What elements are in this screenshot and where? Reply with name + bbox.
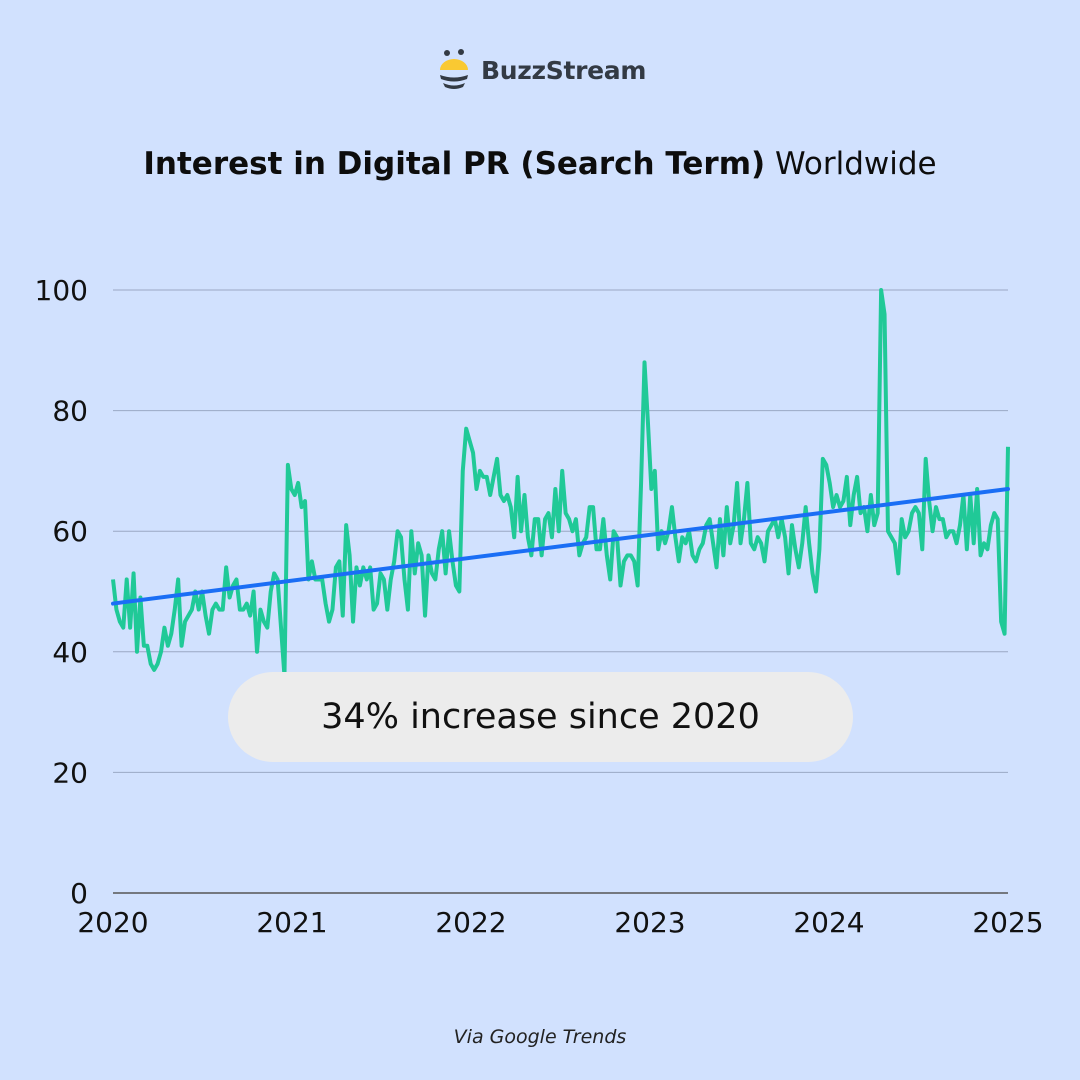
title-bold: Interest in Digital PR (Search Term): [143, 146, 766, 182]
x-tick-label: 2022: [435, 906, 506, 939]
annotation-callout: 34% increase since 2020: [228, 672, 853, 762]
x-tick-label: 2023: [614, 906, 685, 939]
trend-line: [111, 486, 1010, 606]
x-tick-label: 2024: [793, 906, 864, 939]
brand-logo: BuzzStream: [437, 48, 646, 92]
y-tick-label: 20: [52, 756, 88, 789]
bee-icon: [440, 49, 468, 89]
y-tick-label: 0: [70, 877, 88, 910]
y-tick-label: 40: [52, 636, 88, 669]
series-line: [111, 288, 1010, 678]
x-tick-label: 2025: [972, 906, 1043, 939]
title-normal: Worldwide: [775, 146, 937, 182]
brand-name: BuzzStream: [481, 55, 647, 85]
y-tick-label: 60: [52, 515, 88, 548]
y-tick-label: 80: [52, 395, 88, 428]
y-tick-label: 100: [35, 274, 88, 307]
x-tick-label: 2021: [256, 906, 327, 939]
source-note: Via Google Trends: [453, 1026, 627, 1048]
x-tick-label: 2020: [77, 906, 148, 939]
chart-title: Interest in Digital PR (Search Term) Wor…: [0, 146, 1080, 182]
